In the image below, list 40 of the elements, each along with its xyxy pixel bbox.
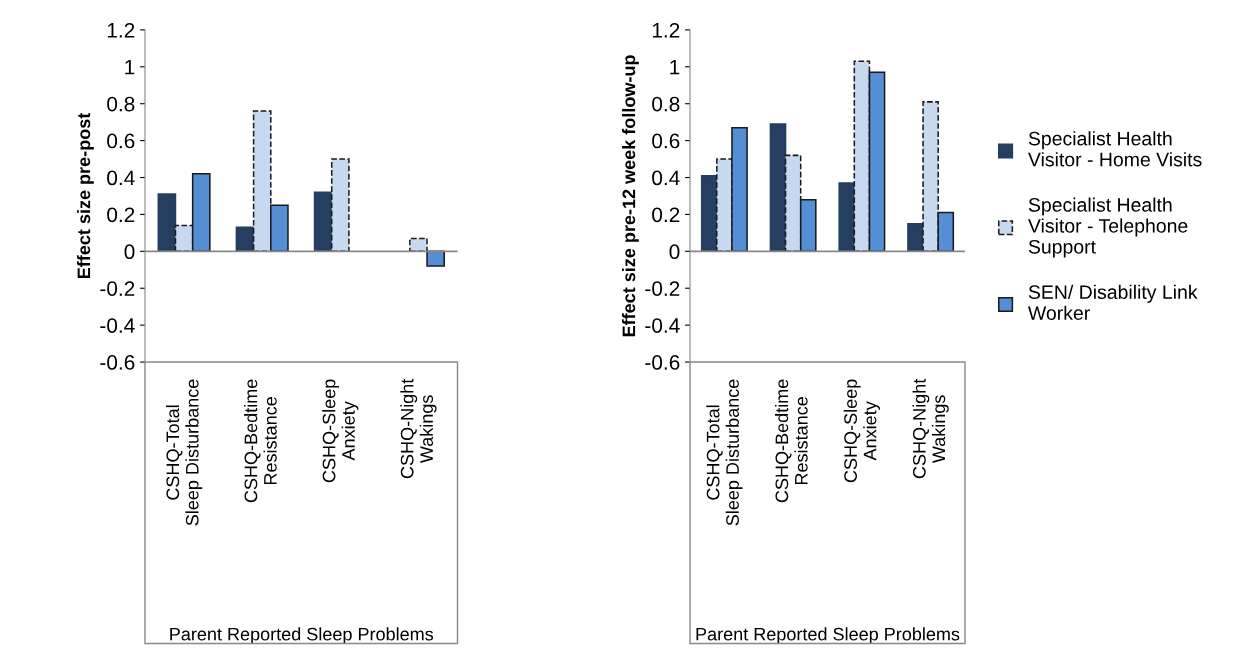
y-tick-label: 1 xyxy=(670,60,680,75)
y-tick-label: 1.2 xyxy=(107,22,135,38)
y-tick-label: 0.8 xyxy=(652,96,680,112)
y-tick-label: 0 xyxy=(669,244,680,260)
x-axis-title: Parent Reported Sleep Problems xyxy=(170,627,434,645)
bar xyxy=(769,123,787,253)
y-tick-label: 0.8 xyxy=(107,96,135,112)
x-tick-label: CSHQ-Bedtime Resistance xyxy=(774,379,808,503)
x-tick-label: CSHQ-Total Sleep Disturbance xyxy=(706,379,743,526)
y-tick-label: 0.4 xyxy=(107,170,135,186)
y-tick-label: -0.4 xyxy=(100,318,135,333)
y-tick-label: 0 xyxy=(124,244,135,260)
y-tick-label: 0.6 xyxy=(652,133,680,149)
bar xyxy=(157,193,177,253)
y-tick-label: -0.6 xyxy=(100,355,135,370)
y-tick-label: 1 xyxy=(125,60,135,75)
x-tick-label: CSHQ-Bedtime Resistance xyxy=(244,379,277,503)
legend-label: Specialist Health Visitor - Telephone Support xyxy=(1028,197,1188,258)
y-tick-label: 0.2 xyxy=(107,207,135,223)
x-tick-label: CSHQ-Night Wakings xyxy=(912,378,949,479)
x-tick-label: CSHQ-Night Wakings xyxy=(400,378,437,479)
y-tick-label: -0.2 xyxy=(645,281,680,296)
y-tick-label: 0.4 xyxy=(652,170,680,186)
x-tick-label: CSHQ-Sleep Anxiety xyxy=(843,379,881,483)
y-tick-label: -0.6 xyxy=(645,355,680,370)
y-tick-label: -0.2 xyxy=(100,281,135,296)
x-axis-title: Parent Reported Sleep Problems xyxy=(696,627,960,645)
bar xyxy=(838,182,856,253)
y-tick-label: 1.2 xyxy=(652,22,680,38)
y-tick-label: -0.4 xyxy=(645,318,680,333)
x-tick-label: CSHQ-Total Sleep Disturbance xyxy=(165,379,203,526)
bar xyxy=(426,250,445,267)
y-tick-label: 0.2 xyxy=(652,207,680,223)
x-tick-label: CSHQ-Sleep Anxiety xyxy=(322,379,359,483)
legend-label: Specialist Health Visitor - Home Visits xyxy=(1028,131,1202,167)
y-axis-title: Effect size pre-post xyxy=(77,112,94,279)
y-axis-title: Effect size pre-12 week follow-up xyxy=(622,55,639,337)
legend-label: SEN/ Disability Link Worker xyxy=(1028,284,1198,320)
bar xyxy=(330,158,350,253)
y-tick-label: 0.6 xyxy=(107,133,135,149)
